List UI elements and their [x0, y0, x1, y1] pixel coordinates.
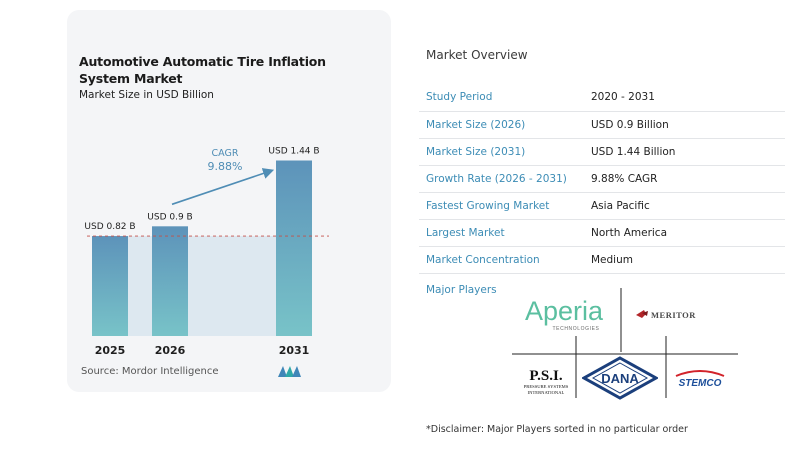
source-note: Source: Mordor Intelligence: [81, 366, 219, 377]
overview-value: USD 0.9 Billion: [587, 111, 785, 139]
psi-subtext-1: PRESSURE SYSTEMS: [524, 384, 569, 389]
cagr-arrow: [171, 168, 275, 206]
overview-value: Asia Pacific: [587, 192, 785, 220]
category-label-2026: 2026: [155, 344, 186, 357]
meritor-mark-icon: [636, 310, 646, 318]
dana-text: DANA: [601, 371, 639, 386]
overview-key: Fastest Growing Market: [419, 192, 587, 220]
overview-row: Market Size (2031) USD 1.44 Billion: [419, 138, 785, 166]
overview-row: Market Concentration Medium: [419, 246, 785, 274]
overview-key: Market Size (2031): [419, 138, 587, 166]
players-grid: [512, 288, 738, 398]
chart-subtitle: Market Size in USD Billion: [79, 89, 214, 101]
overview-value: USD 1.44 Billion: [587, 138, 785, 166]
overview-value: North America: [587, 219, 785, 247]
stemco-logo: STEMCO: [670, 368, 730, 392]
bar-2025: [92, 236, 128, 336]
overview-value: 9.88% CAGR: [587, 165, 785, 193]
aperia-text: Aperia: [525, 296, 604, 326]
stemco-text: STEMCO: [679, 378, 722, 389]
category-label-2031: 2031: [279, 344, 310, 357]
category-label-2025: 2025: [95, 344, 126, 357]
value-label-2031: USD 1.44 B: [268, 147, 319, 157]
overview-key: Study Period: [419, 84, 587, 112]
bar-2026: [152, 226, 188, 336]
cagr-value: 9.88%: [208, 160, 243, 173]
cagr-label: CAGR: [212, 148, 239, 159]
overview-value: Medium: [587, 246, 785, 274]
chart-title: Automotive Automatic Tire Inflation Syst…: [79, 54, 326, 86]
dana-logo: DANA: [580, 356, 660, 400]
value-label-2025: USD 0.82 B: [84, 222, 135, 232]
overview-key: Market Concentration: [419, 246, 587, 274]
value-label-2026: USD 0.9 B: [147, 212, 192, 222]
bar-2031: [276, 160, 312, 336]
overview-key: Growth Rate (2026 - 2031): [419, 165, 587, 193]
overview-row: Fastest Growing Market Asia Pacific: [419, 192, 785, 220]
overview-row: Largest Market North America: [419, 219, 785, 247]
market-overview-title: Market Overview: [426, 48, 528, 62]
chart-card: Automotive Automatic Tire Inflation Syst…: [67, 10, 391, 392]
aperia-subtext: TECHNOLOGIES: [553, 326, 600, 332]
overview-row: Study Period 2020 - 2031: [419, 84, 785, 112]
psi-subtext-2: INTERNATIONAL: [528, 390, 565, 395]
disclaimer-note: *Disclaimer: Major Players sorted in no …: [426, 424, 688, 435]
bar-chart: USD 0.82 B USD 0.9 B USD 1.44 B 2025 2026 203…: [84, 147, 329, 357]
psi-text: P.S.I.: [529, 368, 562, 384]
overview-row: Market Size (2026) USD 0.9 Billion: [419, 111, 785, 139]
overview-row: Growth Rate (2026 - 2031) 9.88% CAGR: [419, 165, 785, 193]
psi-logo: P.S.I. PRESSURE SYSTEMS INTERNATIONAL: [518, 365, 574, 397]
overview-key: Largest Market: [419, 219, 587, 247]
market-overview-table: Study Period 2020 - 2031 Market Size (2026…: [419, 84, 785, 274]
overview-key: Market Size (2026): [419, 111, 587, 139]
overview-value: 2020 - 2031: [587, 84, 785, 112]
meritor-logo: MERITOR: [634, 305, 720, 325]
meritor-text: MERITOR: [651, 310, 696, 320]
mordor-logo-icon: [278, 366, 301, 377]
major-players-label: Major Players: [426, 284, 497, 296]
aperia-logo: Aperia TECHNOLOGIES: [516, 290, 612, 334]
